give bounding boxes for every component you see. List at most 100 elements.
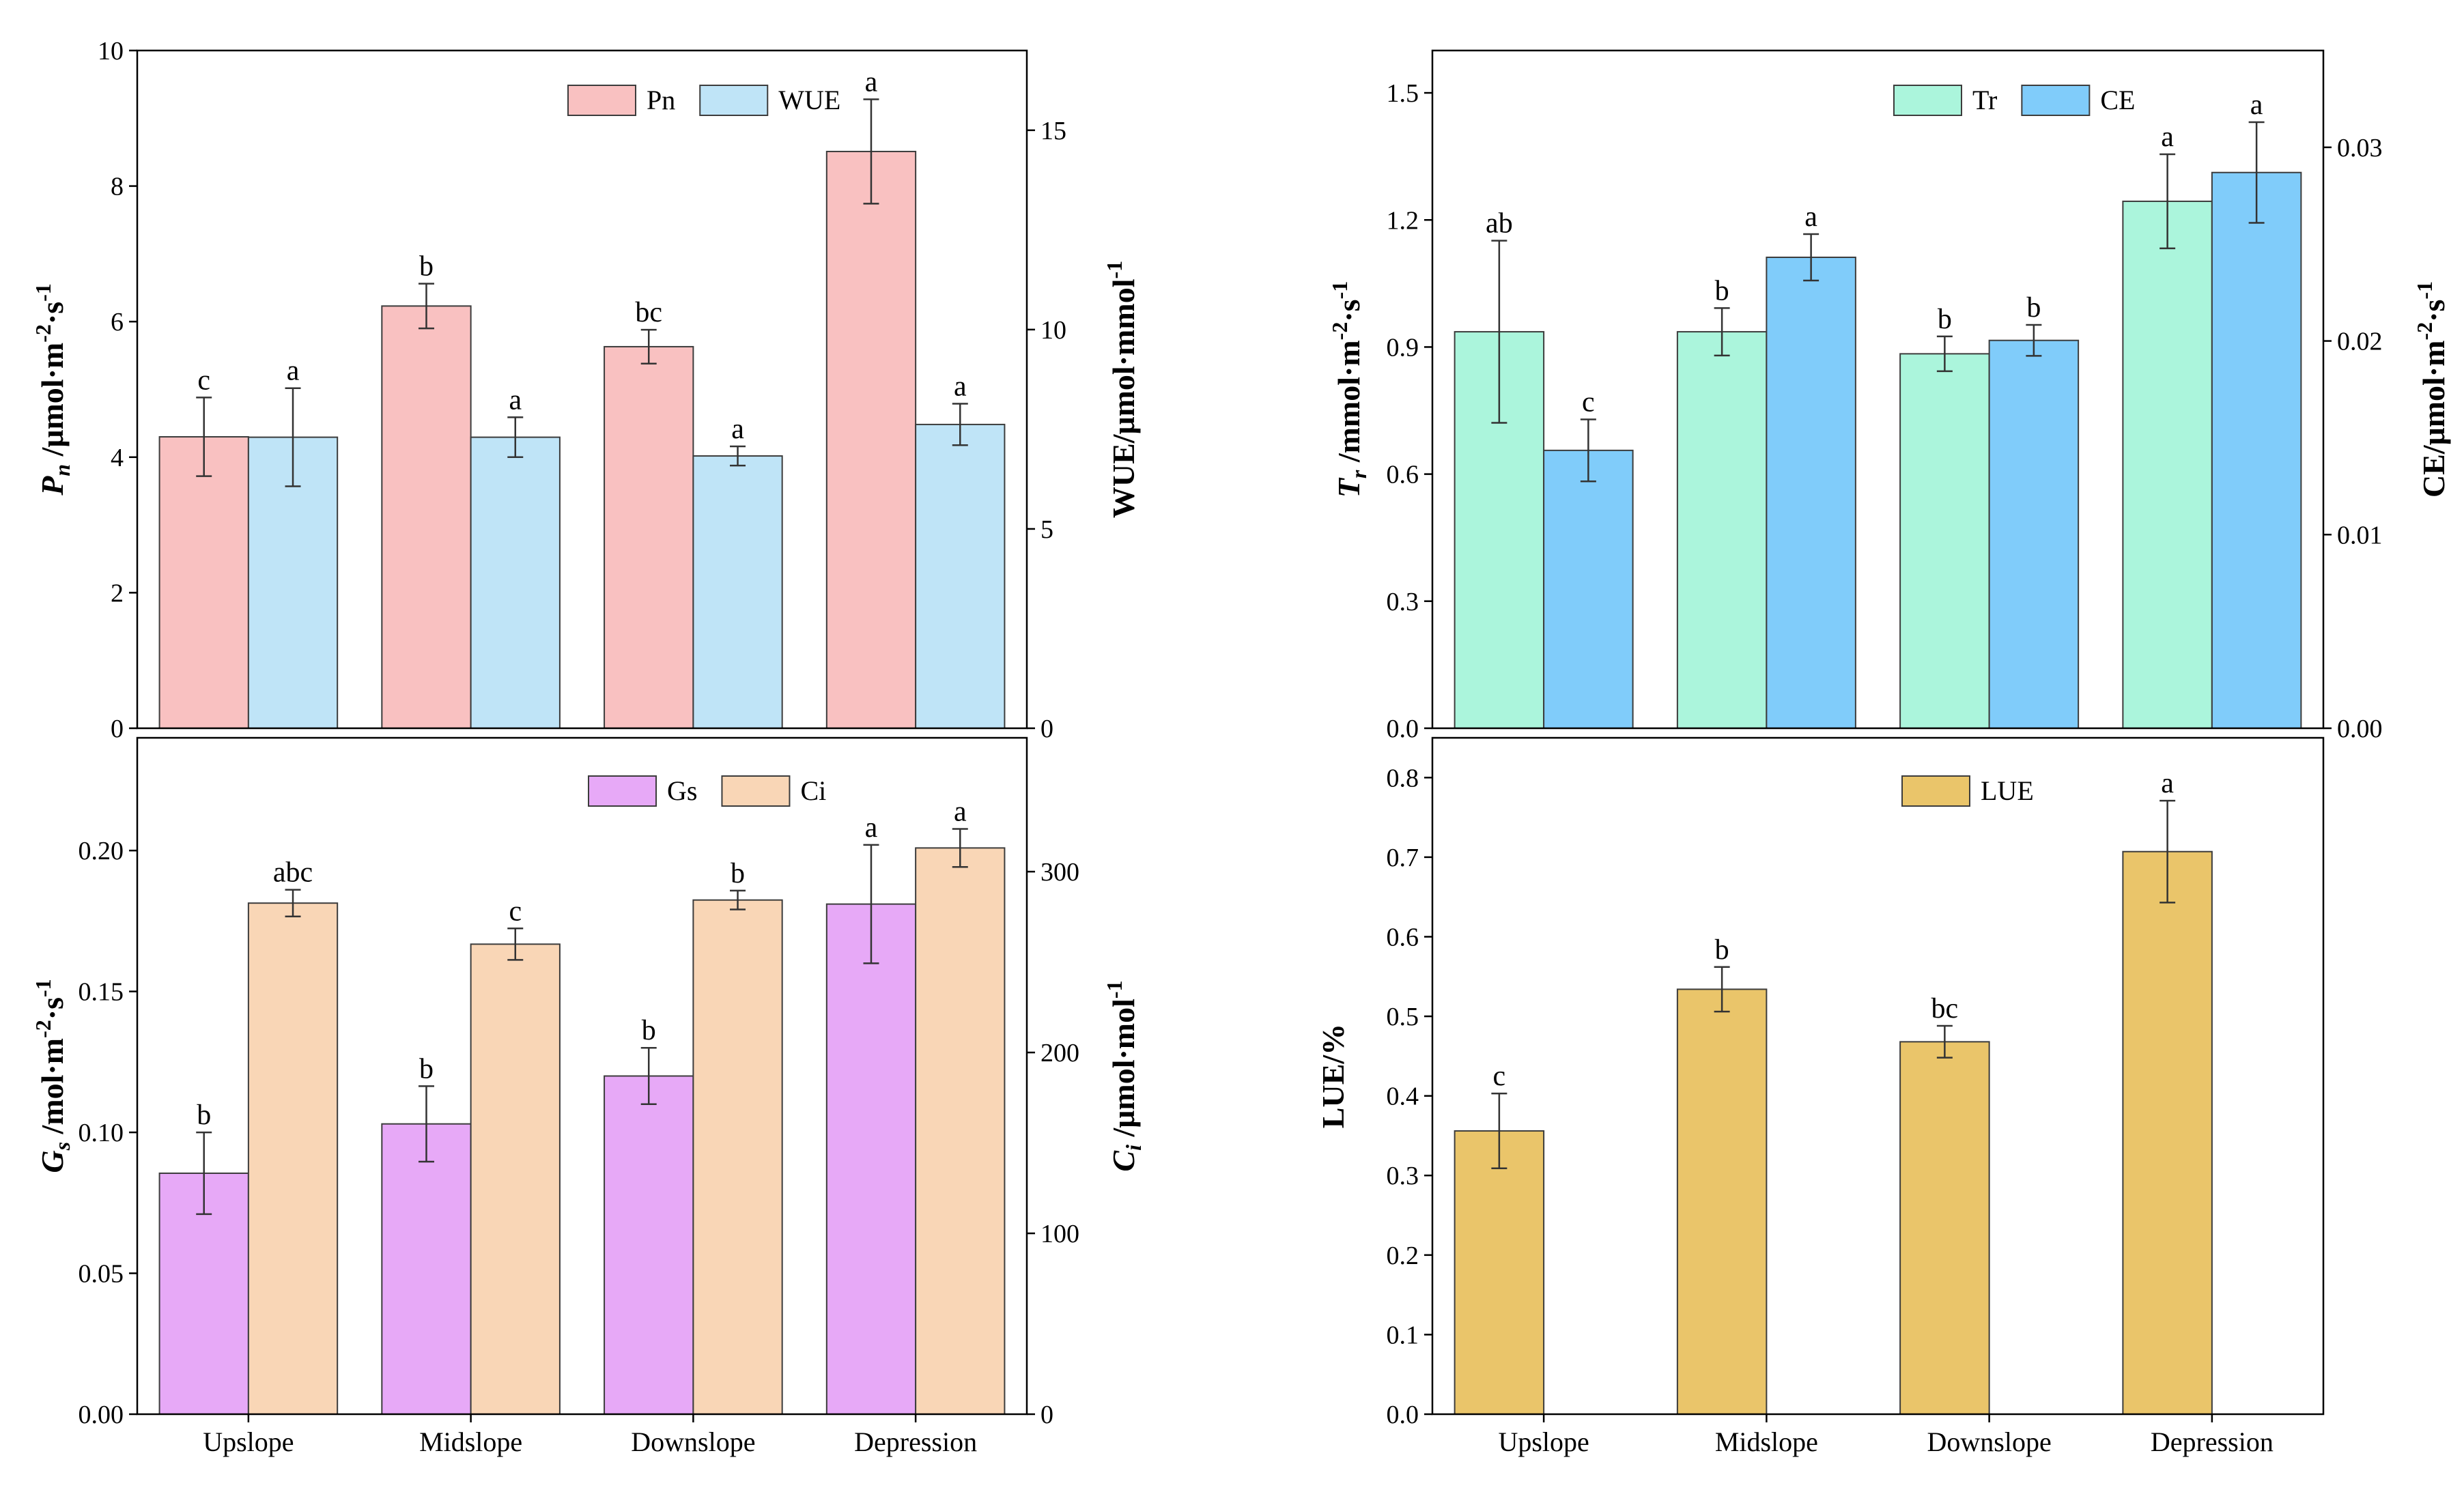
error-bar-ci-midslope [507, 928, 524, 961]
error-bar-gs-midslope [418, 1085, 434, 1163]
left-y-tick-label: 4 [111, 444, 124, 472]
legend-label-pn: Pn [647, 85, 675, 115]
error-bar-tr-upslope [1491, 240, 1507, 424]
significance-letter-wue-downslope: a [731, 414, 744, 445]
left-y-tick-label: 0.9 [1387, 333, 1419, 362]
left-y-tick-label: 8 [111, 173, 124, 201]
error-bar-wue-depression [952, 403, 968, 446]
axis-title-sup: -1 [1102, 261, 1127, 279]
legend-swatch-ce [2021, 85, 2091, 116]
category-label-upslope: Upslope [203, 1426, 294, 1457]
axis-title-text: ·s [1331, 299, 1366, 321]
left-y-tick-label: 10 [98, 37, 124, 66]
left-y-tick-label: 0.3 [1387, 1162, 1419, 1190]
left-y-tick-label: 1.2 [1387, 206, 1419, 235]
axis-title-sub: n [50, 464, 74, 476]
category-label-downslope: Downslope [631, 1426, 755, 1457]
significance-letter-pn-downslope: bc [635, 297, 662, 328]
plot-frame [136, 736, 1028, 1416]
axis-title-text: /μmol·m [35, 343, 70, 464]
axis-title-text: T [1331, 477, 1366, 498]
left-y-tick-label: 0.1 [1387, 1321, 1419, 1349]
category-label-depression: Depression [2151, 1426, 2274, 1457]
significance-letter-pn-depression: a [865, 66, 878, 98]
significance-letter-wue-upslope: a [287, 356, 300, 387]
bar-ce-downslope [1988, 339, 2080, 729]
significance-letter-ci-depression: a [954, 797, 967, 828]
significance-letter-tr-downslope: b [1938, 304, 1952, 335]
left-y-tick-label: 6 [111, 308, 124, 336]
right-y-tick-label: 5 [1040, 515, 1053, 544]
right-y-tick-label: 15 [1040, 117, 1066, 145]
left-axis-title: Tr /mmol·m-2·s-1 [1327, 281, 1371, 498]
legend-label-tr: Tr [1972, 85, 1997, 115]
left-axis-title: Gs /mol·m-2·s-1 [31, 979, 74, 1173]
right-axis-title: Ci /μmol·mol-1 [1102, 980, 1146, 1171]
axis-title-sup: -2 [2412, 322, 2437, 341]
bar-lue-downslope [1899, 1041, 1990, 1415]
category-label-depression: Depression [854, 1426, 977, 1457]
error-bar-ci-depression [952, 828, 968, 868]
bar-ce-depression [2211, 171, 2302, 730]
axis-title-text: /mmol·m [1331, 340, 1366, 470]
category-label-midslope: Midslope [419, 1426, 522, 1457]
legend: Pn WUE [567, 85, 840, 116]
right-y-tick-label: 0.01 [2337, 521, 2383, 549]
bar-tr-midslope [1676, 331, 1768, 730]
error-bar-wue-upslope [285, 387, 301, 487]
right-y-tick-label: 200 [1040, 1039, 1079, 1067]
axis-title-text: ·s [35, 302, 70, 324]
axis-title-text: /μmol·mol [1106, 999, 1141, 1145]
error-bar-lue-depression [2159, 799, 2176, 904]
bar-gs-depression [825, 903, 917, 1415]
significance-letter-ce-upslope: c [1582, 386, 1595, 418]
bar-pn-midslope [381, 305, 472, 729]
error-bar-gs-depression [863, 844, 879, 964]
legend-label-gs: Gs [667, 775, 697, 806]
legend-swatch-tr [1893, 85, 1962, 116]
bar-wue-downslope [692, 455, 783, 730]
significance-letter-ci-downslope: b [731, 858, 745, 889]
bar-ci-upslope [247, 902, 339, 1415]
error-bar-pn-midslope [418, 283, 434, 330]
significance-letter-gs-upslope: b [197, 1100, 211, 1131]
left-y-tick-label: 0.2 [1387, 1242, 1419, 1270]
legend-swatch-pn [567, 85, 636, 116]
significance-letter-gs-midslope: b [419, 1053, 434, 1085]
bar-wue-midslope [470, 436, 561, 729]
significance-letter-ci-upslope: abc [273, 857, 313, 889]
bar-ce-upslope [1543, 449, 1634, 729]
left-y-tick-label: 0.05 [79, 1260, 124, 1289]
significance-letter-lue-midslope: b [1715, 934, 1729, 966]
significance-letter-pn-upslope: c [197, 364, 210, 396]
left-y-tick-label: 0.20 [79, 837, 124, 865]
left-y-tick-label: 0.10 [79, 1119, 124, 1147]
category-label-downslope: Downslope [1927, 1426, 2052, 1457]
significance-letter-ce-midslope: a [1804, 201, 1817, 233]
axis-title-sup: -2 [1327, 322, 1352, 341]
error-bar-lue-downslope [1936, 1024, 1953, 1059]
significance-letter-lue-depression: a [2161, 768, 2174, 799]
significance-letter-wue-midslope: a [509, 384, 522, 416]
legend: Tr CE [1893, 85, 2135, 116]
legend-swatch-lue [1901, 775, 1970, 807]
panel-lue: c b bc a 0.0 0.1 0.2 0.3 0.4 0.5 0.6 0.7 0.8 LUE/% LUE [1316, 736, 2325, 1429]
bar-lue-upslope [1454, 1130, 1545, 1416]
error-bar-ci-downslope [730, 889, 746, 910]
axis-title-sup: -1 [1102, 980, 1127, 999]
bar-lue-midslope [1676, 988, 1768, 1415]
significance-letter-ci-midslope: c [509, 895, 522, 927]
legend-swatch-wue [699, 85, 769, 116]
left-axis-title: LUE/% [1316, 1024, 1350, 1128]
axis-title-sub: i [1121, 1145, 1146, 1151]
axis-title-text: CE/μmol·m [2416, 341, 2451, 498]
category-label-midslope: Midslope [1715, 1426, 1818, 1457]
left-y-tick-label: 2 [111, 579, 124, 607]
bar-tr-downslope [1899, 353, 1990, 729]
right-axis-title: WUE/μmol·mmol-1 [1102, 261, 1141, 518]
axis-title-text: G [35, 1150, 70, 1173]
axis-title-sup: -2 [31, 1020, 55, 1038]
left-y-tick-label: 0.00 [79, 1401, 124, 1429]
error-bar-wue-downslope [730, 445, 746, 467]
